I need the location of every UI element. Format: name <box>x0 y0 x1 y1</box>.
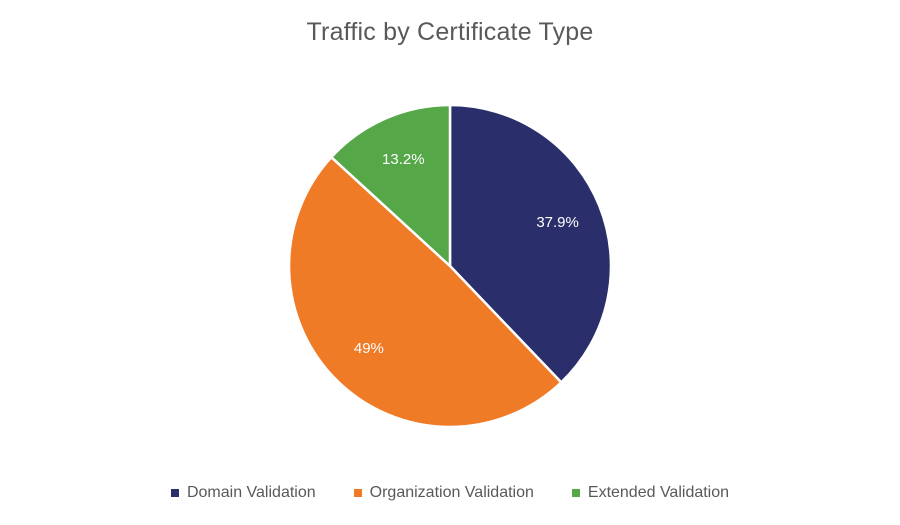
legend-label-extended-validation: Extended Validation <box>587 484 730 501</box>
legend-label-organization-validation: Organization Validation <box>369 484 534 501</box>
legend-item-extended-validation: Extended Validation <box>571 484 730 502</box>
pie-slice-domain-validation <box>448 103 613 384</box>
pie-data-labels: 37.9% 49% 13.2% <box>354 151 579 357</box>
legend-label-domain-validation: Domain Validation <box>186 484 316 501</box>
data-label-extended-validation: 13.2% <box>382 151 425 168</box>
data-label-domain-validation: 37.9% <box>536 214 579 231</box>
chart-title: Traffic by Certificate Type <box>306 18 594 46</box>
chart-legend: Domain Validation Organization Validatio… <box>0 484 900 502</box>
legend-item-organization-validation: Organization Validation <box>353 484 534 502</box>
legend-swatch-organization-validation <box>353 489 362 497</box>
data-label-organization-validation: 49% <box>354 340 384 357</box>
legend-item-domain-validation: Domain Validation <box>170 484 316 502</box>
pie-slices <box>287 103 613 429</box>
pie-slice-extended-validation <box>330 103 452 268</box>
pie-slice-organization-validation <box>287 155 563 429</box>
legend-swatch-extended-validation <box>571 489 580 497</box>
legend-swatch-domain-validation <box>170 489 179 497</box>
